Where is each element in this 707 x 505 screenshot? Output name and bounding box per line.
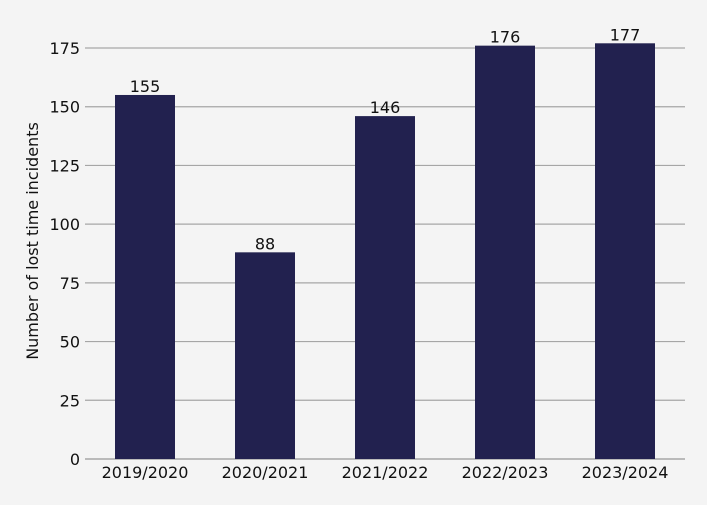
x-category-label: 2023/2024	[582, 463, 669, 482]
x-category-label: 2021/2022	[342, 463, 429, 482]
bar	[475, 45, 535, 459]
data-label: 88	[255, 234, 275, 253]
y-tick-label: 25	[60, 391, 80, 410]
y-tick-label: 75	[60, 274, 80, 293]
y-tick-label: 150	[49, 98, 80, 117]
y-tick-label: 175	[49, 39, 80, 58]
data-label: 146	[370, 98, 401, 117]
y-tick-label: 50	[60, 333, 80, 352]
data-label: 155	[130, 77, 161, 96]
y-tick-label: 100	[49, 215, 80, 234]
bar	[355, 116, 415, 459]
x-category-label: 2020/2021	[222, 463, 309, 482]
y-axis-title: Number of lost time incidents	[23, 122, 42, 360]
y-tick-label: 125	[49, 156, 80, 175]
x-category-label: 2019/2020	[102, 463, 189, 482]
data-labels: 155 88 146 176 177	[130, 25, 641, 253]
data-label: 177	[610, 25, 641, 44]
data-label: 176	[490, 28, 521, 47]
x-axis-categories: 2019/2020 2020/2021 2021/2022 2022/2023 2023…	[102, 463, 669, 482]
y-tick-label: 0	[70, 450, 80, 469]
bar	[235, 252, 295, 459]
bar	[595, 43, 655, 459]
bar	[115, 94, 175, 459]
bars	[115, 43, 655, 459]
x-category-label: 2022/2023	[462, 463, 549, 482]
y-axis-ticks: 0 25 50 75 100 125 150 175	[49, 39, 80, 469]
